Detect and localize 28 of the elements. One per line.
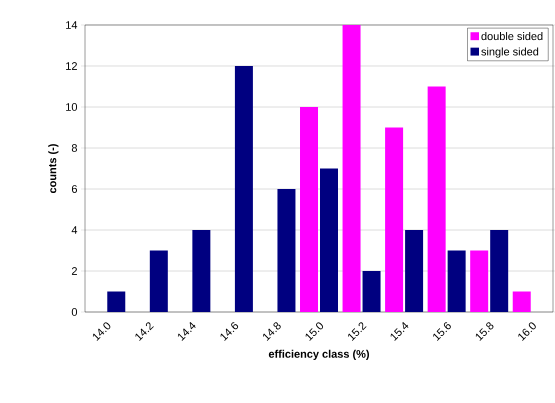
- legend-label: double sided: [481, 32, 542, 40]
- bar: [448, 250, 466, 312]
- legend-label: single sided: [481, 47, 538, 58]
- bar: [470, 250, 488, 312]
- y-tick-label: 6: [72, 185, 77, 193]
- bar: [300, 107, 318, 312]
- y-tick-label: 10: [66, 103, 78, 111]
- x-axis-title: efficiency class (%): [268, 350, 369, 360]
- bar: [234, 66, 253, 312]
- bar: [385, 128, 404, 312]
- y-tick-label: 14: [66, 21, 78, 29]
- bar: [320, 168, 338, 312]
- y-tick-label: 12: [66, 62, 77, 70]
- bar: [107, 292, 126, 312]
- y-tick-label: 4: [72, 226, 78, 234]
- bar: [192, 230, 210, 312]
- bar: [277, 189, 296, 312]
- bar: [490, 230, 508, 312]
- bar: [150, 250, 168, 312]
- bar: [405, 230, 424, 312]
- bar: [362, 271, 381, 312]
- bar: [342, 24, 361, 312]
- y-tick-label: 8: [72, 144, 77, 152]
- y-tick-label: 2: [72, 267, 77, 275]
- bar: [428, 86, 446, 312]
- y-axis-title: counts (-): [48, 144, 58, 194]
- y-tick-label: 0: [72, 308, 78, 316]
- bar: [512, 292, 531, 312]
